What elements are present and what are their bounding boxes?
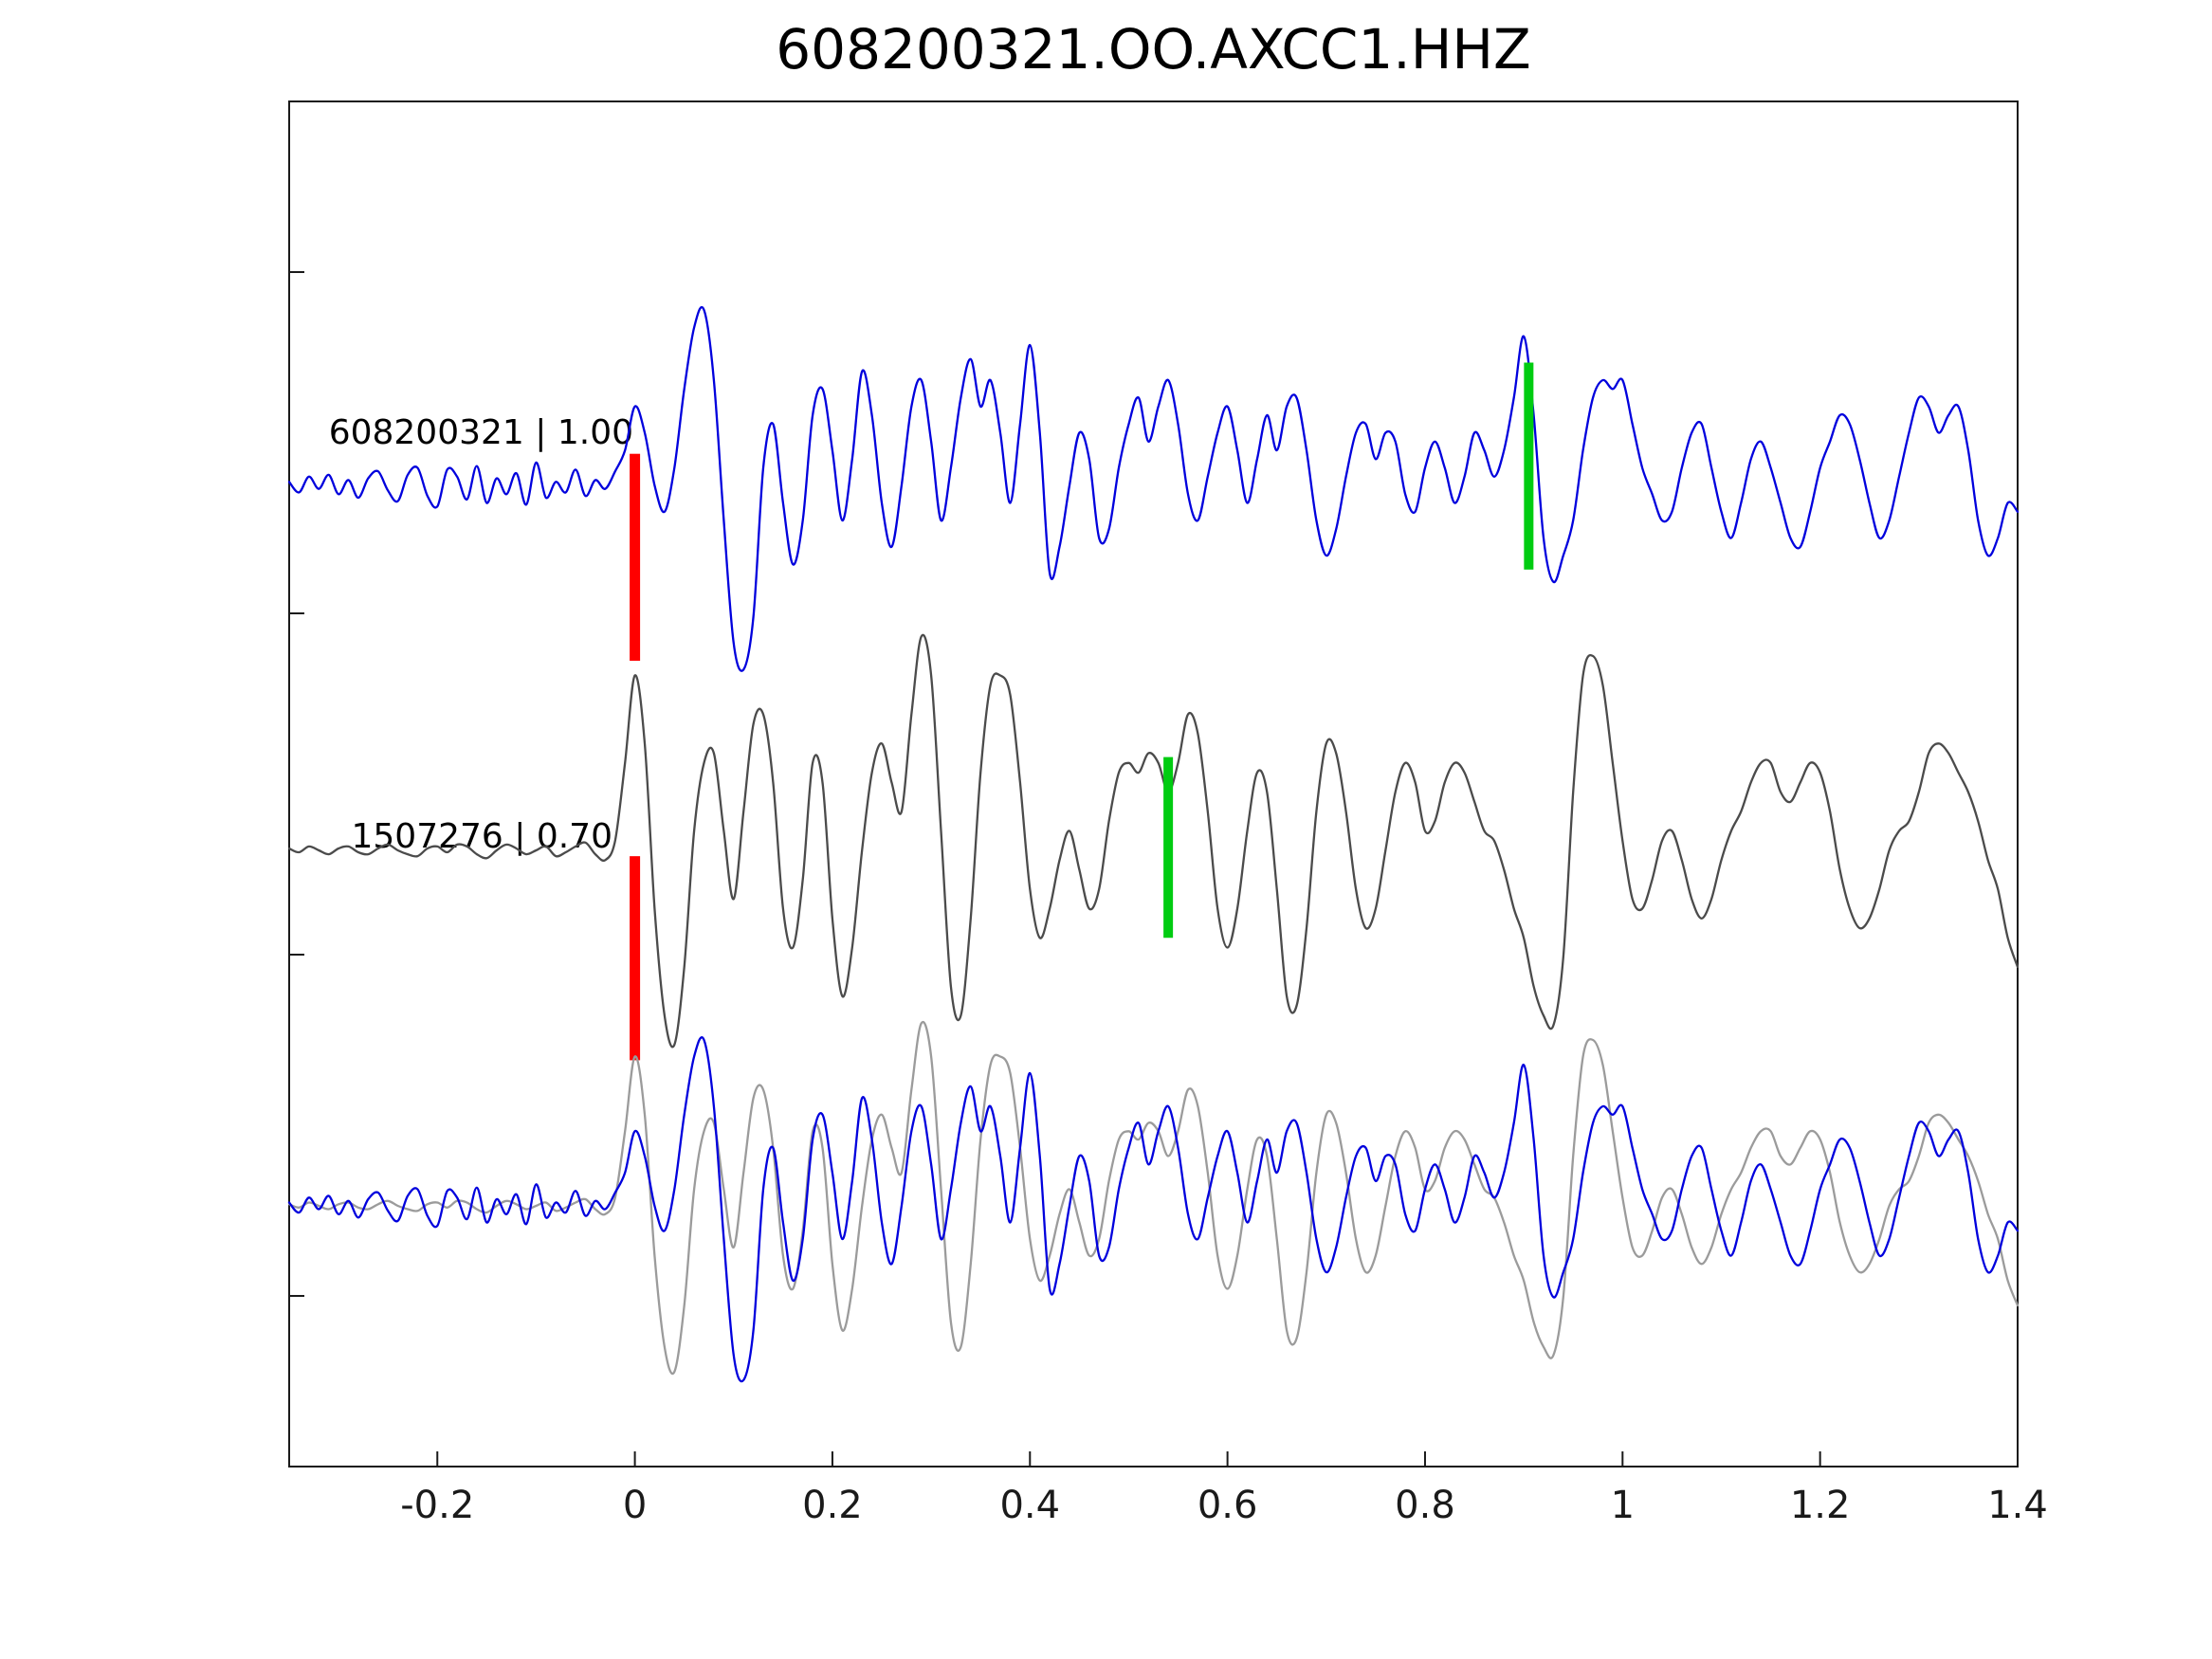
x-tick-label: 0.4 [999, 1484, 1060, 1527]
waveform-template_608200321 [287, 1036, 2020, 1383]
pick-marker-green [1524, 362, 1534, 570]
pick-marker-green [1163, 757, 1174, 939]
plot-title: 608200321.OO.AXCC1.HHZ [776, 17, 1531, 82]
x-tick-label: 0.2 [802, 1484, 863, 1527]
pick-marker-red [630, 856, 641, 1061]
x-tick-label: 0.8 [1395, 1484, 1455, 1527]
x-tick-label: 0.6 [1197, 1484, 1258, 1527]
axes-box [288, 100, 2019, 1468]
x-tick-label: 1 [1611, 1484, 1635, 1527]
panel-template [287, 305, 2020, 672]
x-tick-label: 0 [623, 1484, 647, 1527]
waveform-detection_1507276 [287, 633, 2020, 1048]
panel-overlay [287, 1020, 2020, 1383]
waveform-template_608200321 [287, 305, 2020, 672]
template-trace-label: 608200321 | 1.00 [328, 413, 633, 452]
pick-marker-red [630, 453, 641, 661]
panel-detection [287, 633, 2020, 1061]
x-tick-label: -0.2 [400, 1484, 474, 1527]
waveform-detection_1507276 [287, 1020, 2020, 1376]
x-tick-label: 1.4 [1987, 1484, 2048, 1527]
x-tick-label: 1.2 [1790, 1484, 1851, 1527]
